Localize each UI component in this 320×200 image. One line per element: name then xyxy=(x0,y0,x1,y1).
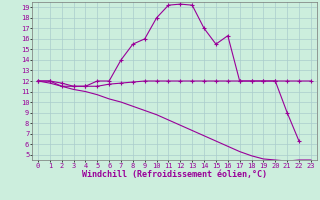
X-axis label: Windchill (Refroidissement éolien,°C): Windchill (Refroidissement éolien,°C) xyxy=(82,170,267,179)
